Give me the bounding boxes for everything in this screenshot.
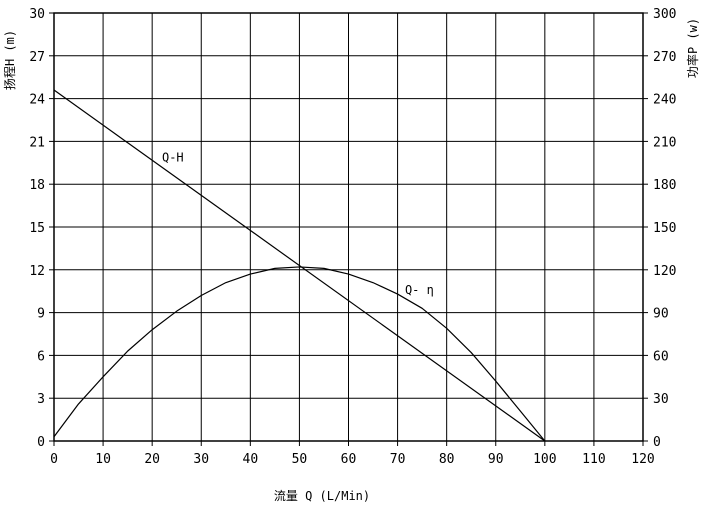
x-tick-label: 50: [292, 452, 308, 467]
left-y-axis-ticks: 0 3 6 9 12 15 18 21 24 27 30: [29, 7, 54, 450]
x-tick-label: 120: [631, 452, 654, 467]
series-line-q-h: [53, 89, 546, 442]
y2-tick-label: 270: [653, 50, 676, 65]
y-tick-label: 0: [37, 435, 45, 450]
y-tick-label: 21: [29, 135, 45, 150]
y-tick-label: 6: [37, 349, 45, 364]
x-tick-label: 60: [341, 452, 357, 467]
series-label-q-h: Q-H: [162, 150, 184, 164]
y-tick-label: 15: [29, 221, 45, 236]
y-tick-label: 24: [29, 93, 45, 108]
y-tick-label: 18: [29, 178, 45, 193]
y-tick-label: 3: [37, 392, 45, 407]
y2-tick-label: 150: [653, 221, 676, 236]
x-axis-label: 流量 Q (L/Min): [274, 489, 370, 503]
y2-tick-label: 0: [653, 435, 661, 450]
y2-tick-label: 90: [653, 307, 669, 322]
x-tick-label: 70: [390, 452, 406, 467]
series-label-q-eta: Q- η: [405, 283, 434, 297]
y-tick-label: 9: [37, 307, 45, 322]
x-tick-label: 30: [193, 452, 209, 467]
right-y-axis-ticks: 0 30 60 90 120 150 180 210 240 270 300: [643, 7, 676, 450]
series-line-q-eta: [53, 266, 546, 442]
x-tick-label: 40: [243, 452, 259, 467]
x-tick-label: 90: [488, 452, 504, 467]
grid-lines: [53, 12, 644, 442]
series-labels: Q-H Q- η: [162, 150, 434, 297]
x-axis-ticks: 0 10 20 30 40 50 60 70 80 90 100 110 120: [50, 441, 655, 467]
series-lines: [53, 89, 546, 442]
y2-tick-label: 240: [653, 93, 676, 108]
x-tick-label: 110: [582, 452, 605, 467]
y-tick-label: 30: [29, 7, 45, 22]
y2-tick-label: 180: [653, 178, 676, 193]
y2-tick-label: 300: [653, 7, 676, 22]
x-tick-label: 100: [533, 452, 556, 467]
right-y-axis-label: 功率P (w): [685, 18, 700, 78]
y-tick-label: 27: [29, 50, 45, 65]
x-tick-label: 80: [439, 452, 455, 467]
y2-tick-label: 210: [653, 135, 676, 150]
x-tick-label: 20: [144, 452, 160, 467]
y-tick-label: 12: [29, 264, 45, 279]
y2-tick-label: 120: [653, 264, 676, 279]
y2-tick-label: 60: [653, 349, 669, 364]
x-tick-label: 10: [95, 452, 111, 467]
x-tick-label: 0: [50, 452, 58, 467]
left-y-axis-label: 扬程H (m): [2, 30, 17, 90]
y2-tick-label: 30: [653, 392, 669, 407]
